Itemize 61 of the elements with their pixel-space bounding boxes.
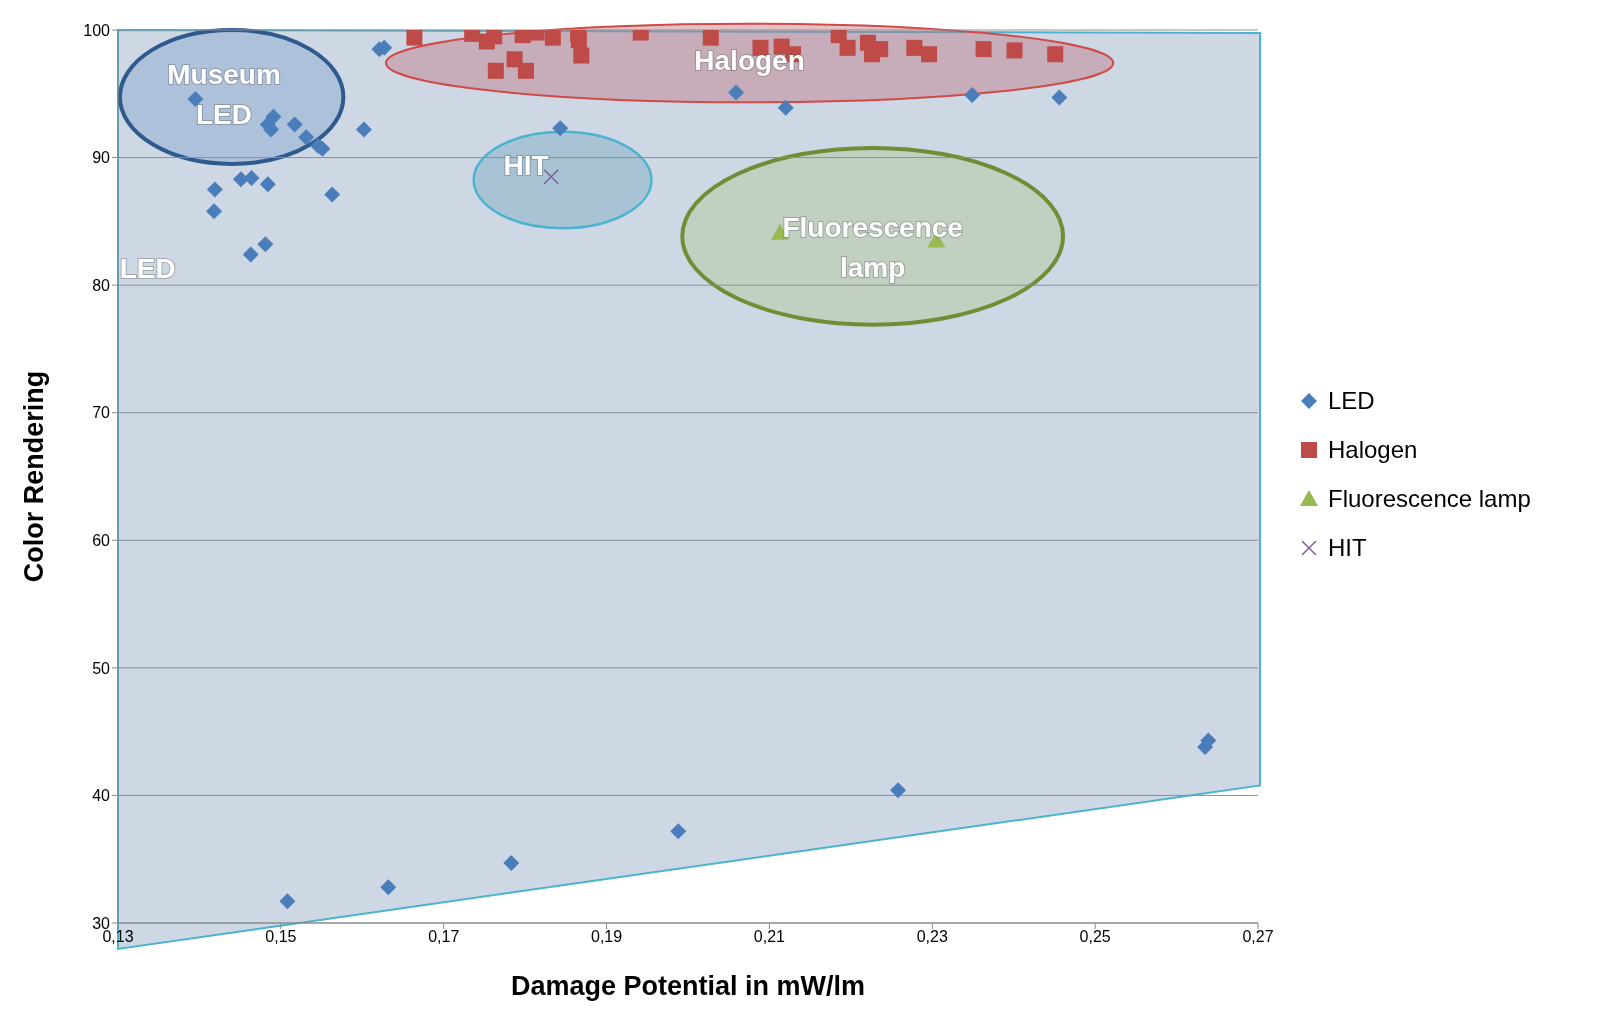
x-tick-label: 0,27 (1242, 928, 1274, 946)
y-tick-label: 40 (92, 787, 111, 805)
point (243, 169, 260, 186)
point (1006, 42, 1023, 59)
x-tick-label: 0,17 (428, 928, 460, 946)
point (777, 99, 794, 116)
point (286, 116, 303, 133)
annotation: HIT (503, 149, 549, 181)
y-tick-label: 80 (92, 276, 111, 294)
point (921, 46, 938, 63)
legend-label: LED (1328, 387, 1375, 415)
point (552, 120, 569, 137)
point (206, 203, 223, 220)
point (573, 47, 590, 64)
point (1051, 89, 1068, 106)
annotation: Halogen (694, 45, 805, 77)
annotation: Museum LED (167, 59, 281, 131)
point (570, 32, 587, 49)
point (728, 84, 745, 101)
point (259, 176, 276, 193)
point (906, 39, 923, 56)
legend-label: HIT (1328, 534, 1367, 562)
point (1047, 46, 1064, 63)
point (890, 782, 907, 799)
point (265, 108, 282, 125)
x-tick-label: 0,15 (265, 928, 297, 946)
point (242, 246, 259, 263)
point (486, 30, 503, 45)
y-tick-label: 100 (83, 21, 111, 39)
point (503, 855, 520, 872)
point (670, 823, 687, 840)
point (257, 236, 274, 253)
x-tick-label: 0,23 (916, 928, 948, 946)
y-tick-label: 60 (92, 531, 111, 549)
x-tick-label: 0,21 (753, 928, 786, 946)
point (406, 30, 423, 46)
x-axis-title: Damage Potential in mW/lm (510, 971, 866, 1001)
point (839, 39, 856, 56)
point (187, 90, 204, 107)
point (975, 41, 992, 58)
point (702, 30, 719, 46)
annotation: Fluorescence lamp (782, 212, 963, 284)
point (206, 181, 223, 198)
y-tick-label: 90 (92, 149, 111, 167)
point (324, 186, 341, 203)
point (355, 121, 372, 138)
point (506, 51, 523, 68)
legend-label: Fluorescence lamp (1328, 485, 1531, 513)
point (487, 62, 504, 79)
point (298, 129, 315, 146)
point (279, 893, 296, 910)
point (544, 30, 561, 46)
point (517, 62, 534, 79)
x-tick-label: 0,25 (1079, 928, 1111, 946)
point (380, 879, 397, 896)
legend-label: Halogen (1328, 436, 1418, 464)
y-tick-label: 70 (92, 404, 111, 422)
point (964, 87, 981, 104)
y-tick-label: 50 (92, 659, 111, 677)
x-tick-label: 0,19 (591, 928, 623, 946)
y-axis-title: Color Rendering (18, 370, 49, 583)
